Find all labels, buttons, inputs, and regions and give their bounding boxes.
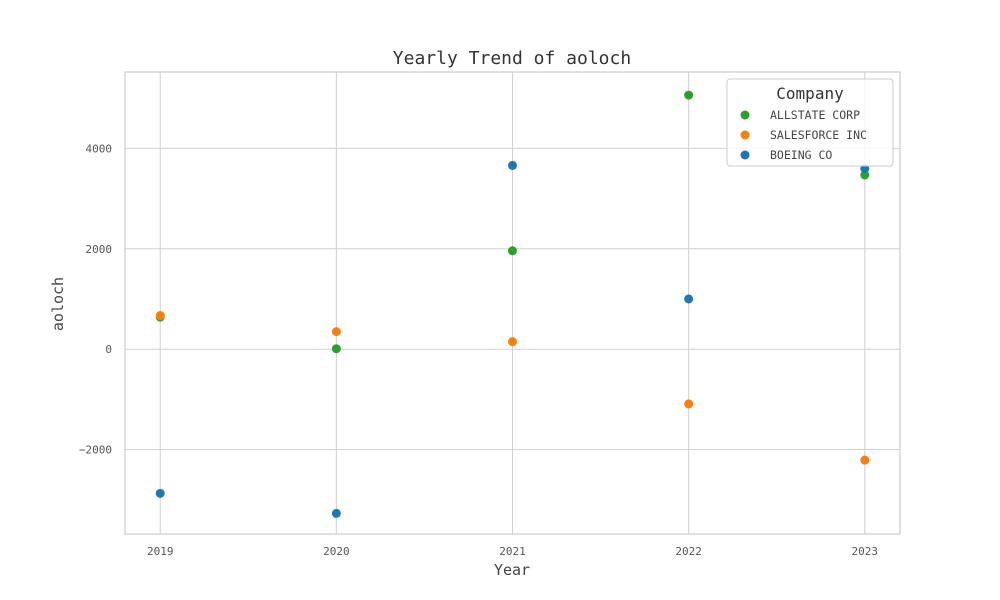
data-point [155,488,165,498]
y-tick-label: 2000 [86,243,113,256]
data-point [155,311,165,321]
x-axis-label: Year [494,561,530,579]
legend-box [726,78,894,167]
data-point [684,399,694,409]
legend-marker [740,110,750,120]
x-tick-label: 2019 [147,545,174,558]
data-point [331,327,341,337]
y-tick-label: 4000 [86,142,113,155]
x-tick-label: 2020 [323,545,350,558]
x-tick-label: 2022 [675,545,702,558]
data-point [508,246,517,256]
legend-title: Company [776,84,844,103]
data-point [508,160,517,170]
legend: Company ALLSTATE CORP SALESFORCE INC BOEING… [726,78,894,167]
x-tick-label: 2021 [499,545,526,558]
series-salesforce-inc [155,311,870,465]
y-tick-label: −2000 [79,444,112,457]
chart-title: Yearly Trend of aoloch [393,48,631,69]
y-tick-label: 0 [105,343,112,356]
data-point [331,344,341,354]
legend-marker [740,150,750,160]
legend-marker [740,130,750,140]
legend-label: BOEING CO [770,148,832,162]
y-axis-label: aoloch [49,277,67,331]
data-point [684,90,694,100]
data-point [860,455,870,465]
data-point [508,337,517,347]
legend-label: ALLSTATE CORP [770,108,860,122]
x-tick-label: 2023 [852,545,879,558]
plot-frame [124,71,901,535]
data-point [860,170,870,180]
legend-label: SALESFORCE INC [770,128,867,142]
data-point [684,294,694,304]
data-point [331,508,341,518]
